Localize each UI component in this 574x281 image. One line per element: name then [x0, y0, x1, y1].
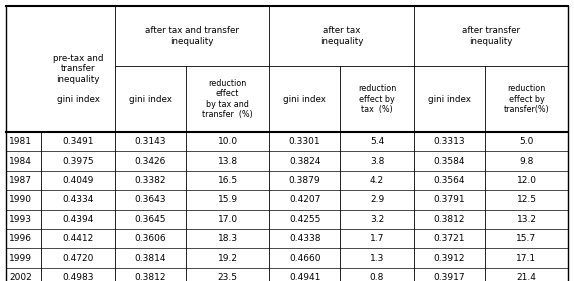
Text: 18.3: 18.3 [218, 234, 238, 243]
Text: 0.3791: 0.3791 [433, 195, 465, 205]
Text: 0.4207: 0.4207 [289, 195, 320, 205]
Text: 0.3975: 0.3975 [62, 157, 94, 166]
Text: 1987: 1987 [9, 176, 32, 185]
Text: gini index: gini index [283, 94, 326, 104]
Text: 16.5: 16.5 [218, 176, 238, 185]
Text: 0.3645: 0.3645 [135, 215, 166, 224]
Text: gini index: gini index [129, 94, 172, 104]
Text: 0.4334: 0.4334 [63, 195, 94, 205]
Text: gini index: gini index [57, 94, 99, 104]
Text: 9.8: 9.8 [519, 157, 534, 166]
Text: 5.0: 5.0 [519, 137, 534, 146]
Text: 15.9: 15.9 [218, 195, 238, 205]
Text: 1990: 1990 [9, 195, 32, 205]
Text: 23.5: 23.5 [218, 273, 238, 281]
Text: 12.5: 12.5 [517, 195, 537, 205]
Text: 0.4720: 0.4720 [63, 253, 94, 263]
Text: 0.3606: 0.3606 [134, 234, 166, 243]
Text: 0.4983: 0.4983 [63, 273, 94, 281]
Text: 0.3313: 0.3313 [433, 137, 465, 146]
Text: after tax
inequality: after tax inequality [320, 26, 363, 46]
Text: 0.4049: 0.4049 [63, 176, 94, 185]
Text: 12.0: 12.0 [517, 176, 537, 185]
Text: 1996: 1996 [9, 234, 32, 243]
Text: 1984: 1984 [9, 157, 32, 166]
Text: 0.4941: 0.4941 [289, 273, 320, 281]
Text: 0.3917: 0.3917 [433, 273, 465, 281]
Text: 0.3301: 0.3301 [289, 137, 320, 146]
Text: 0.3143: 0.3143 [135, 137, 166, 146]
Text: 1.3: 1.3 [370, 253, 384, 263]
Text: 0.3643: 0.3643 [135, 195, 166, 205]
Text: after transfer
inequality: after transfer inequality [462, 26, 520, 46]
Text: 0.3824: 0.3824 [289, 157, 320, 166]
Text: 0.3426: 0.3426 [135, 157, 166, 166]
Text: 0.3721: 0.3721 [433, 234, 465, 243]
Text: 0.3584: 0.3584 [433, 157, 465, 166]
Text: 3.2: 3.2 [370, 215, 384, 224]
Text: 1993: 1993 [9, 215, 32, 224]
Text: 15.7: 15.7 [517, 234, 537, 243]
Text: 0.3382: 0.3382 [135, 176, 166, 185]
Text: 2.9: 2.9 [370, 195, 384, 205]
Text: 17.0: 17.0 [218, 215, 238, 224]
Text: 0.3812: 0.3812 [135, 273, 166, 281]
Text: pre-tax and
transfer
inequality: pre-tax and transfer inequality [53, 54, 103, 84]
Text: reduction
effect by
tax  (%): reduction effect by tax (%) [358, 84, 396, 114]
Text: 0.4660: 0.4660 [289, 253, 320, 263]
Text: 0.3491: 0.3491 [63, 137, 94, 146]
Text: 10.0: 10.0 [218, 137, 238, 146]
Text: 0.8: 0.8 [370, 273, 384, 281]
Text: 13.8: 13.8 [218, 157, 238, 166]
Text: 0.3912: 0.3912 [433, 253, 465, 263]
Text: 4.2: 4.2 [370, 176, 384, 185]
Text: 0.4394: 0.4394 [63, 215, 94, 224]
Text: 0.4255: 0.4255 [289, 215, 320, 224]
Text: 3.8: 3.8 [370, 157, 384, 166]
Text: 1981: 1981 [9, 137, 32, 146]
Text: 21.4: 21.4 [517, 273, 537, 281]
Text: 13.2: 13.2 [517, 215, 537, 224]
Text: 19.2: 19.2 [218, 253, 238, 263]
Text: 0.3564: 0.3564 [433, 176, 465, 185]
Text: 0.3879: 0.3879 [289, 176, 320, 185]
Text: 0.3812: 0.3812 [433, 215, 465, 224]
Text: 0.4412: 0.4412 [63, 234, 94, 243]
Text: after tax and transfer
inequality: after tax and transfer inequality [145, 26, 239, 46]
Text: 1999: 1999 [9, 253, 32, 263]
Text: reduction
effect
by tax and
transfer  (%): reduction effect by tax and transfer (%) [202, 79, 253, 119]
Text: gini index: gini index [428, 94, 471, 104]
Text: 0.3814: 0.3814 [135, 253, 166, 263]
Text: 0.4338: 0.4338 [289, 234, 320, 243]
Text: 1.7: 1.7 [370, 234, 384, 243]
Text: reduction
effect by
transfer(%): reduction effect by transfer(%) [503, 84, 549, 114]
Text: 17.1: 17.1 [517, 253, 537, 263]
Text: 5.4: 5.4 [370, 137, 384, 146]
Text: 2002: 2002 [9, 273, 32, 281]
